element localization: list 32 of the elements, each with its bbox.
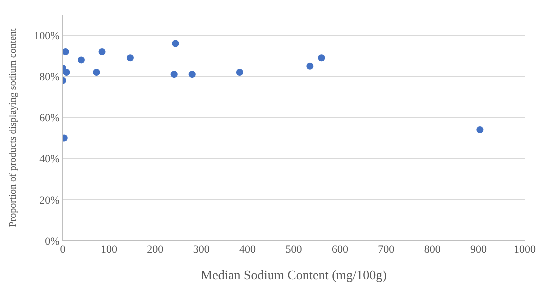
point [172, 40, 180, 48]
point [476, 126, 484, 134]
point [78, 56, 85, 64]
point [63, 69, 70, 76]
x-tick-label: 100 [100, 244, 118, 256]
point [188, 71, 196, 78]
y-tick-label: 0% [45, 236, 60, 248]
x-tick-label: 300 [193, 244, 210, 256]
x-tick-label: 200 [147, 244, 164, 256]
x-axis-title: Median Sodium Content (mg/100g) [201, 268, 387, 283]
x-tick-label: 700 [378, 244, 396, 256]
x-tick-label: 600 [332, 244, 349, 256]
y-tick-label: 60% [40, 112, 60, 125]
y-axis-title: Proportion of products displaying sodium content [8, 28, 20, 228]
y-tick-label: 80% [40, 71, 60, 84]
point [318, 54, 326, 62]
x-tick-label: 500 [286, 244, 303, 256]
x-tick-label: 900 [470, 244, 488, 256]
x-tick-label: 0 [60, 244, 66, 256]
point [93, 69, 100, 76]
y-tick-label: 100% [34, 30, 60, 42]
point [63, 48, 70, 56]
point [306, 62, 314, 70]
y-tick-label: 40% [40, 154, 60, 166]
y-tick-label: 20% [40, 194, 60, 207]
point [98, 48, 106, 56]
point [170, 71, 178, 78]
x-tick-label: 1000 [514, 244, 536, 256]
point [126, 54, 134, 62]
x-tick-label: 400 [240, 244, 257, 256]
point [236, 69, 244, 76]
x-tick-label: 800 [424, 244, 442, 256]
